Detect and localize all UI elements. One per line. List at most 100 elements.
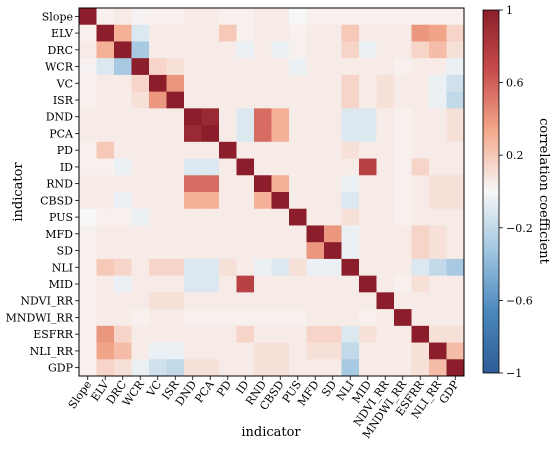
heatmap-cell bbox=[271, 175, 290, 193]
heatmap-cell bbox=[376, 125, 395, 143]
heatmap-cell bbox=[79, 58, 97, 76]
heatmap-cell bbox=[96, 74, 115, 93]
heatmap-cell bbox=[341, 325, 360, 344]
heatmap-cell bbox=[219, 225, 237, 243]
heatmap-cell bbox=[289, 275, 307, 293]
heatmap-cell bbox=[306, 225, 325, 243]
heatmap-cell bbox=[166, 225, 185, 243]
heatmap-cell bbox=[96, 275, 115, 293]
heatmap-cell bbox=[446, 242, 465, 260]
heatmap-cell bbox=[254, 8, 272, 26]
heatmap-cell bbox=[306, 359, 325, 377]
x-axis-label: indicator bbox=[241, 425, 301, 440]
heatmap-cell bbox=[79, 158, 97, 176]
heatmap-cell bbox=[359, 242, 377, 260]
heatmap-cell bbox=[131, 292, 150, 310]
heatmap-cell bbox=[429, 325, 447, 344]
heatmap-cell bbox=[201, 342, 220, 360]
heatmap-cell bbox=[359, 208, 377, 226]
heatmap-cell bbox=[219, 158, 237, 176]
y-tick-label: CBSD bbox=[40, 194, 73, 207]
heatmap-cell bbox=[429, 24, 447, 42]
heatmap-cell bbox=[271, 225, 290, 243]
heatmap-cell bbox=[429, 74, 447, 93]
heatmap-cell bbox=[324, 158, 342, 176]
heatmap-cell bbox=[79, 91, 97, 109]
heatmap-cell bbox=[324, 292, 342, 310]
heatmap-cell bbox=[341, 58, 360, 76]
heatmap-cell bbox=[254, 359, 272, 377]
heatmap-cell bbox=[446, 91, 465, 109]
heatmap-cell bbox=[184, 359, 202, 377]
heatmap-cell bbox=[324, 74, 342, 93]
heatmap-cell bbox=[359, 325, 377, 344]
heatmap-cell bbox=[114, 258, 132, 277]
heatmap-cell bbox=[149, 342, 167, 360]
heatmap-cell bbox=[271, 158, 290, 176]
colorbar-tick-label: 0.2 bbox=[506, 149, 524, 162]
heatmap-cell bbox=[341, 8, 360, 26]
heatmap-cell bbox=[411, 58, 430, 76]
heatmap-cell bbox=[184, 225, 202, 243]
heatmap-cell bbox=[219, 108, 237, 126]
heatmap-cell bbox=[114, 275, 132, 293]
heatmap-cell bbox=[359, 192, 377, 210]
heatmap-cell bbox=[411, 242, 430, 260]
heatmap-cell bbox=[96, 141, 115, 160]
heatmap-cell bbox=[359, 108, 377, 126]
heatmap-cell bbox=[166, 125, 185, 143]
heatmap-cell bbox=[306, 74, 325, 93]
heatmap-cell bbox=[149, 292, 167, 310]
heatmap-cell bbox=[184, 292, 202, 310]
heatmap-cell bbox=[289, 41, 307, 59]
y-tick-label: MID bbox=[49, 278, 74, 291]
heatmap-cell bbox=[341, 141, 360, 160]
heatmap-cell bbox=[254, 192, 272, 210]
heatmap-cell bbox=[341, 359, 360, 377]
heatmap-cell bbox=[96, 242, 115, 260]
x-tick-label: GDP bbox=[437, 378, 462, 406]
heatmap-cell bbox=[271, 258, 290, 277]
x-tick-label: ID bbox=[234, 378, 252, 396]
heatmap-cell bbox=[359, 24, 377, 42]
heatmap-cell bbox=[166, 108, 185, 126]
heatmap-cell bbox=[201, 292, 220, 310]
heatmap-cell bbox=[96, 108, 115, 126]
heatmap-cell bbox=[429, 225, 447, 243]
heatmap-cell bbox=[359, 225, 377, 243]
heatmap-cell bbox=[166, 91, 185, 109]
heatmap-cell bbox=[236, 41, 255, 59]
heatmap-cell bbox=[394, 208, 412, 226]
heatmap-cell bbox=[254, 258, 272, 277]
heatmap-cell bbox=[149, 141, 167, 160]
heatmap-cell bbox=[149, 91, 167, 109]
heatmap-cell bbox=[429, 91, 447, 109]
heatmap-cell bbox=[184, 208, 202, 226]
heatmap-cell bbox=[149, 125, 167, 143]
heatmap-cell bbox=[184, 74, 202, 93]
heatmap-cell bbox=[236, 242, 255, 260]
heatmap-cell bbox=[359, 292, 377, 310]
y-tick-label: WCR bbox=[45, 61, 74, 74]
heatmap-cell bbox=[254, 242, 272, 260]
heatmap-cell bbox=[201, 242, 220, 260]
y-tick-label: MFD bbox=[45, 228, 73, 241]
heatmap-cell bbox=[149, 258, 167, 277]
heatmap-cell bbox=[219, 359, 237, 377]
heatmap-cell bbox=[114, 41, 132, 59]
heatmap-cell bbox=[219, 258, 237, 277]
heatmap-cell bbox=[306, 125, 325, 143]
heatmap-cell bbox=[201, 41, 220, 59]
heatmap-cell bbox=[79, 242, 97, 260]
heatmap-cell bbox=[376, 74, 395, 93]
heatmap-cell bbox=[149, 192, 167, 210]
heatmap-cell bbox=[411, 108, 430, 126]
heatmap-cell bbox=[394, 258, 412, 277]
heatmap-cell bbox=[324, 125, 342, 143]
heatmap-cell bbox=[166, 175, 185, 193]
heatmap-cell bbox=[289, 225, 307, 243]
y-tick-label: NLI bbox=[52, 261, 73, 274]
heatmap-cell bbox=[324, 141, 342, 160]
heatmap-cell bbox=[324, 8, 342, 26]
heatmap-cell bbox=[96, 158, 115, 176]
